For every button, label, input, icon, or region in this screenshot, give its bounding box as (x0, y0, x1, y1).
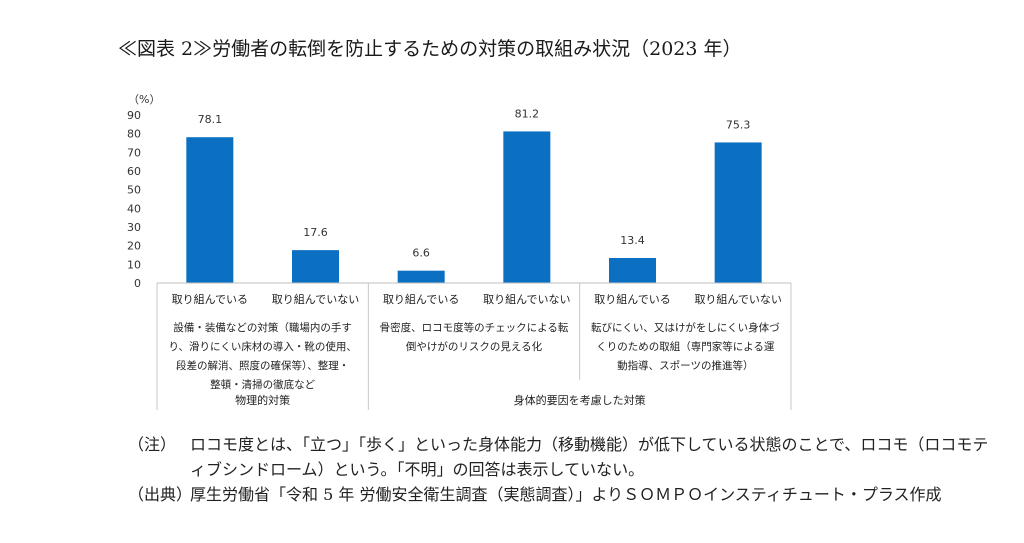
y-tick-label: 20 (127, 240, 141, 253)
bar (714, 142, 762, 283)
group-description-line: 動指導、スポーツの推進等） (617, 359, 753, 372)
note-label: （注） (128, 435, 177, 454)
y-tick-label: 70 (127, 146, 141, 159)
bar (397, 270, 445, 283)
bar (503, 131, 551, 283)
data-label: 78.1 (198, 113, 223, 126)
bar-chart: （%） 0 10 20 30 40 50 60 70 80 90 78.1 取り組んでいる 17.6 取り組… (127, 93, 792, 410)
y-tick-label: 60 (127, 165, 141, 178)
category-label: 身体的要因を考慮した対策 (514, 393, 646, 407)
group-description-line: 倒やけがのリスクの見える化 (406, 340, 543, 353)
data-label: 17.6 (303, 226, 328, 239)
group-description-line: 設備・装備などの対策（職場内の手す (173, 321, 352, 334)
y-tick-label: 30 (127, 221, 141, 234)
note-row-2: （出典） 厚生労働省「令和 5 年 労働安全衛生調査（実態調査）」よりＳＯＭＰＯ… (128, 482, 998, 507)
x-tick-label: 取り組んでいる (594, 293, 670, 306)
y-tick-label: 0 (134, 277, 141, 290)
x-tick-label: 取り組んでいない (272, 293, 359, 306)
group-description-line: 骨密度、ロコモ度等のチェックによる転 (380, 321, 569, 334)
notes: （注） ロコモ度とは、「立つ」「歩く」といった身体能力（移動機能）が低下している… (128, 432, 998, 507)
x-tick-label: 取り組んでいる (172, 293, 248, 306)
y-tick-label: 50 (127, 184, 141, 197)
group-description-line: 転びにくい、又はけがをしにくい身体づ (591, 321, 780, 334)
data-label: 6.6 (412, 247, 430, 260)
y-tick-label: 40 (127, 202, 141, 215)
group-description-line: くりのための取組（専門家等による運 (596, 340, 775, 353)
bar (292, 250, 339, 283)
category-label: 物理的対策 (235, 393, 290, 407)
x-tick-label: 取り組んでいない (694, 293, 781, 306)
x-tick-label: 取り組んでいる (383, 293, 459, 306)
x-tick-label: 取り組んでいない (483, 293, 570, 306)
note-row-1: （注） ロコモ度とは、「立つ」「歩く」といった身体能力（移動機能）が低下している… (128, 432, 998, 482)
bar (186, 137, 234, 283)
note-text: ロコモ度とは、「立つ」「歩く」といった身体能力（移動機能）が低下している状態のこ… (190, 435, 989, 479)
y-tick-label: 10 (127, 258, 141, 271)
data-label: 81.2 (515, 107, 540, 120)
chart-title: ≪図表 2≫労働者の転倒を防止するための対策の取組み状況（2023 年） (118, 38, 742, 60)
unit-label: （%） (128, 93, 160, 106)
data-label: 13.4 (620, 234, 645, 247)
group-description-line: 段差の解消、照度の確保等）、整理・ (176, 359, 349, 372)
source-text: 厚生労働省「令和 5 年 労働安全衛生調査（実態調査）」よりＳＯＭＰＯインスティ… (190, 485, 942, 504)
y-tick-label: 80 (127, 128, 141, 141)
source-label: （出典） (128, 485, 193, 504)
group-description-line: 整頓・清掃の徹底など (210, 378, 315, 391)
data-label: 75.3 (726, 118, 751, 131)
group-description-line: り、滑りにくい床材の導入・靴の使用、 (168, 340, 356, 353)
y-tick-label: 90 (127, 109, 141, 122)
bar (609, 257, 656, 283)
